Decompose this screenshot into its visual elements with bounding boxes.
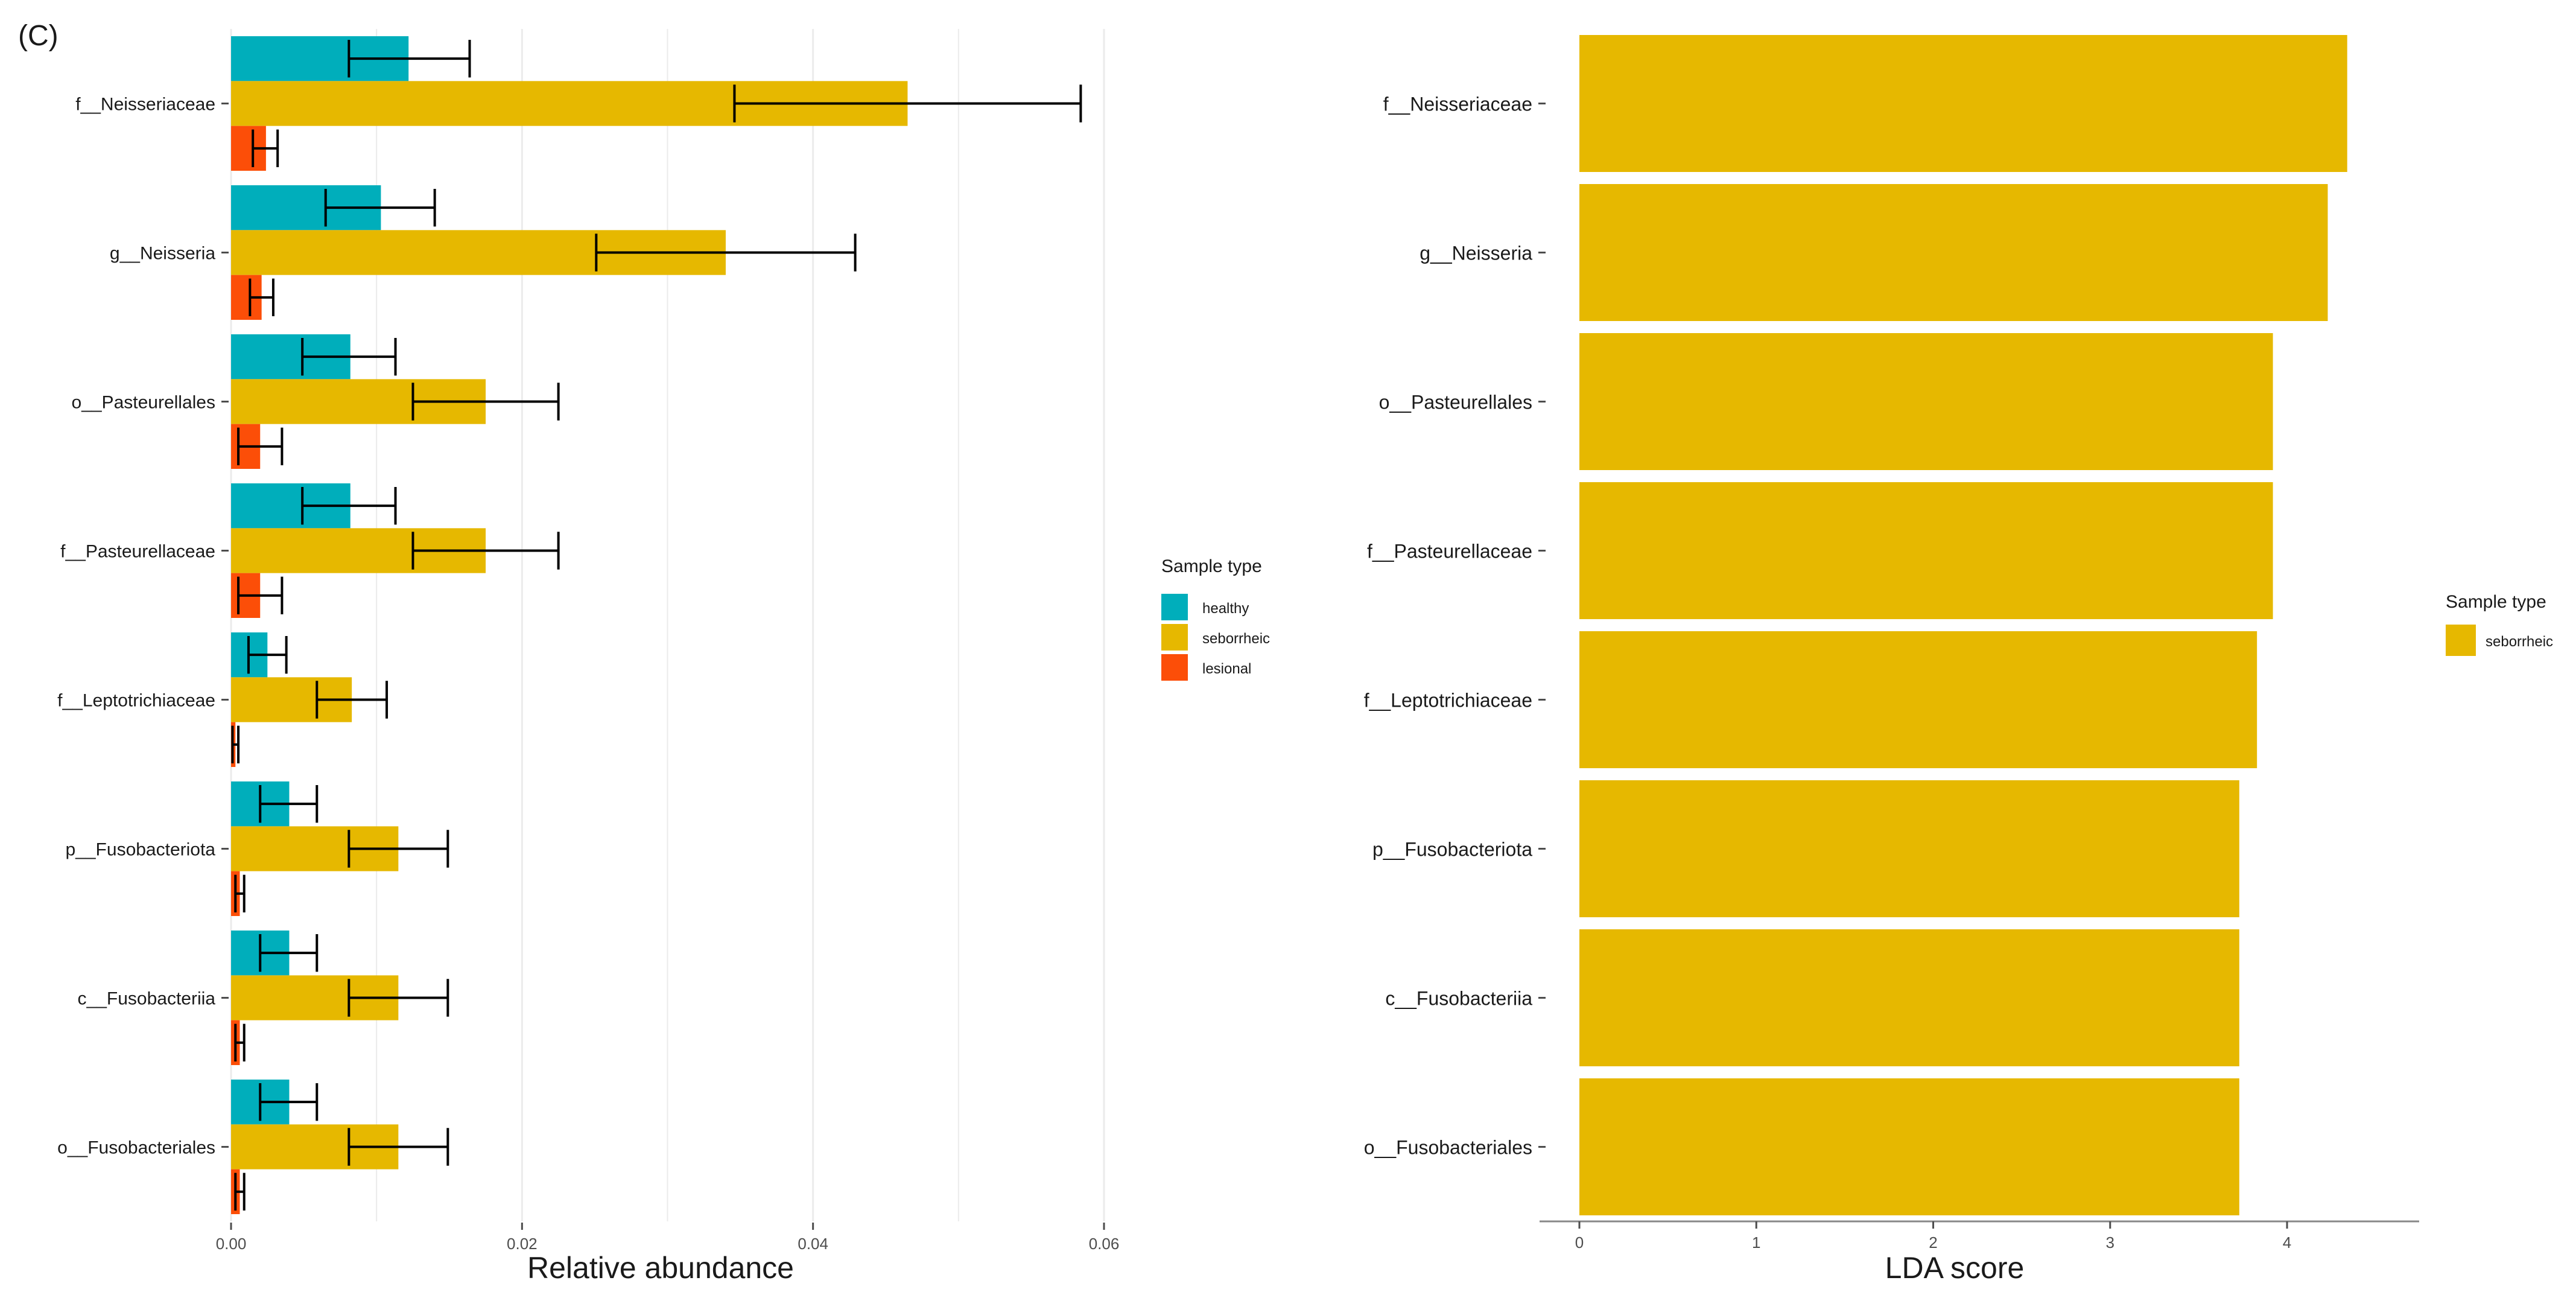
left-y-tick-label: f__Leptotrichiaceae bbox=[57, 691, 215, 711]
left-x-axis: 0.00 0.02 0.04 0.06 bbox=[216, 1223, 1120, 1253]
left-legend-title: Sample type bbox=[1161, 556, 1262, 576]
legend-label-seborrheic: seborrheic bbox=[1202, 631, 1270, 647]
left-y-tick-label: g__Neisseria bbox=[110, 244, 215, 264]
right-y-tick-label: f__Pasteurellaceae bbox=[1367, 541, 1532, 562]
left-x-tick-label: 0.00 bbox=[216, 1235, 247, 1253]
left-y-tick-label: o__Fusobacteriales bbox=[57, 1138, 215, 1158]
lda-bar-f-neisseriaceae bbox=[1579, 35, 2347, 172]
lda-bar-p-fusobacteriota bbox=[1579, 780, 2239, 917]
left-x-tick-label: 0.06 bbox=[1089, 1235, 1120, 1253]
right-y-tick-label: o__Fusobacteriales bbox=[1364, 1137, 1532, 1159]
legend-key-healthy bbox=[1161, 594, 1188, 620]
legend-key-lesional bbox=[1161, 654, 1188, 681]
left-y-tick-label: f__Pasteurellaceae bbox=[60, 542, 215, 562]
right-x-tick-label: 1 bbox=[1752, 1233, 1760, 1252]
legend-label-lesional: lesional bbox=[1202, 661, 1251, 677]
lda-bar-o-fusobacteriales bbox=[1579, 1078, 2239, 1215]
legend-label-seborrheic: seborrheic bbox=[2486, 634, 2553, 650]
relative-abundance-chart: f__Neisseriaceae g__Neisseria o__Pasteurel… bbox=[57, 29, 1270, 1285]
right-x-axis: 0 1 2 3 4 bbox=[1540, 1220, 2419, 1252]
lda-score-chart: f__Neisseriaceae g__Neisseria o__Pasteurel… bbox=[1364, 35, 2553, 1285]
left-errorbars bbox=[231, 39, 1082, 1211]
left-y-axis: f__Neisseriaceae g__Neisseria o__Pasteurel… bbox=[57, 95, 229, 1158]
right-bars bbox=[1579, 35, 2347, 1215]
panel-label: (C) bbox=[18, 20, 59, 52]
right-legend-title: Sample type bbox=[2446, 592, 2546, 612]
lda-bar-f-leptotrichiaceae bbox=[1579, 631, 2257, 768]
legend-key-seborrheic bbox=[1161, 624, 1188, 651]
lda-bar-f-pasteurellaceae bbox=[1579, 482, 2273, 619]
right-x-tick-label: 4 bbox=[2283, 1233, 2291, 1252]
right-y-axis: f__Neisseriaceae g__Neisseria o__Pasteurel… bbox=[1364, 94, 1546, 1159]
right-x-tick-label: 3 bbox=[2106, 1233, 2114, 1252]
left-y-tick-label: f__Neisseriaceae bbox=[75, 95, 215, 115]
right-y-tick-label: p__Fusobacteriota bbox=[1372, 839, 1532, 861]
left-y-tick-label: p__Fusobacteriota bbox=[66, 840, 216, 860]
right-y-tick-label: f__Leptotrichiaceae bbox=[1364, 690, 1532, 711]
right-legend: Sample type seborrheic bbox=[2446, 592, 2553, 656]
legend-label-healthy: healthy bbox=[1202, 600, 1249, 617]
right-y-tick-label: c__Fusobacteriia bbox=[1385, 988, 1532, 1010]
right-x-axis-title: LDA score bbox=[1885, 1251, 2025, 1285]
lda-bar-c-fusobacteriia bbox=[1579, 929, 2239, 1066]
right-y-tick-label: o__Pasteurellales bbox=[1379, 392, 1532, 413]
left-y-tick-label: c__Fusobacteriia bbox=[78, 989, 216, 1009]
right-y-tick-label: g__Neisseria bbox=[1420, 243, 1532, 264]
lda-bar-g-neisseria bbox=[1579, 184, 2328, 321]
legend-key-seborrheic bbox=[2446, 625, 2476, 656]
right-x-tick-label: 2 bbox=[1929, 1233, 1937, 1252]
left-x-tick-label: 0.02 bbox=[507, 1235, 538, 1253]
right-x-tick-label: 0 bbox=[1575, 1233, 1584, 1252]
left-y-tick-label: o__Pasteurellales bbox=[72, 393, 216, 413]
left-x-tick-label: 0.04 bbox=[798, 1235, 828, 1253]
lda-bar-o-pasteurellales bbox=[1579, 333, 2273, 470]
left-legend: Sample type healthy seborrheic lesional bbox=[1161, 556, 1270, 681]
left-x-axis-title: Relative abundance bbox=[527, 1251, 794, 1285]
right-y-tick-label: f__Neisseriaceae bbox=[1383, 94, 1532, 115]
